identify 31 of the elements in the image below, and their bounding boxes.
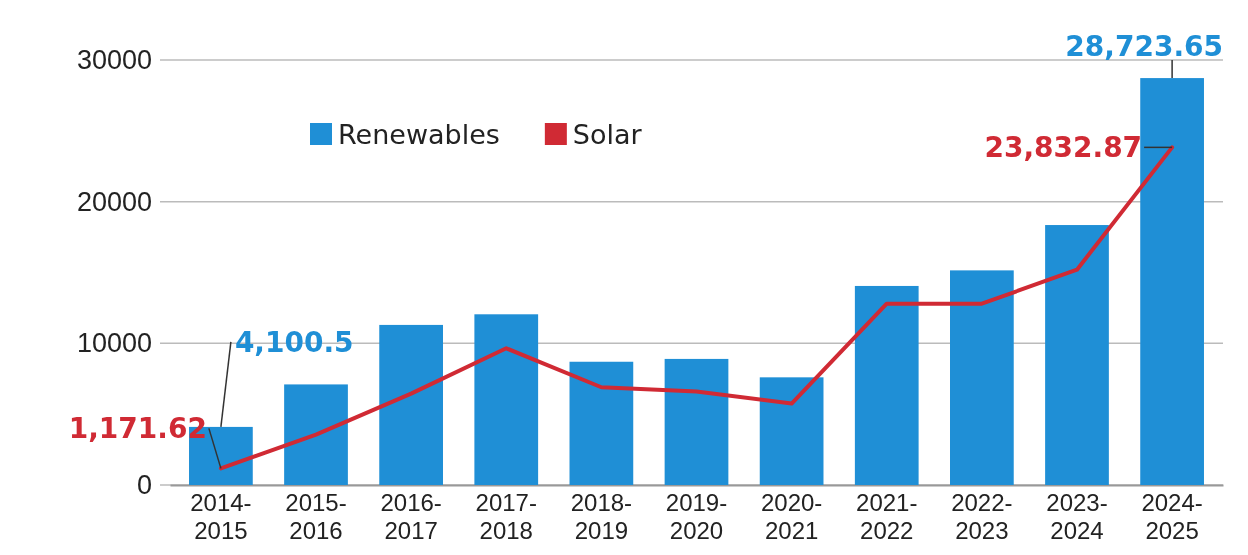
bar bbox=[1140, 78, 1204, 485]
data-label: 28,723.65 bbox=[1065, 30, 1223, 64]
bar bbox=[569, 361, 634, 485]
bar bbox=[474, 314, 539, 485]
x-tick-label: 2022- 2023 bbox=[951, 489, 1013, 544]
x-tick-label: 2020- 2021 bbox=[760, 489, 823, 544]
x-tick-label: 2014- 2015 bbox=[190, 489, 252, 544]
legend-label: Renewables bbox=[338, 119, 500, 150]
data-label: 23,832.87 bbox=[984, 131, 1143, 165]
x-tick-label: 2019- 2020 bbox=[665, 489, 728, 544]
x-tick-label: 2023- 2024 bbox=[1046, 489, 1108, 544]
legend-label: Solar bbox=[572, 119, 643, 150]
x-tick-label: 2016- 2017 bbox=[380, 489, 442, 544]
y-tick-label: 30000 bbox=[76, 45, 152, 76]
y-tick-label: 10000 bbox=[76, 328, 152, 359]
bar bbox=[284, 384, 348, 485]
bar bbox=[379, 324, 443, 485]
bar bbox=[854, 285, 919, 485]
y-tick-label: 20000 bbox=[76, 186, 152, 217]
x-tick-label: 2024- 2025 bbox=[1141, 489, 1203, 544]
bar bbox=[759, 377, 824, 485]
y-tick-label: 0 bbox=[136, 470, 152, 501]
bar bbox=[664, 358, 729, 485]
data-label: 4,100.5 bbox=[234, 325, 354, 359]
x-tick-label: 2017- 2018 bbox=[475, 489, 537, 544]
x-tick-label: 2018- 2019 bbox=[570, 489, 633, 544]
data-label: 1,171.62 bbox=[68, 412, 207, 446]
bar bbox=[950, 270, 1014, 485]
bar bbox=[1045, 225, 1109, 485]
x-tick-label: 2015- 2016 bbox=[285, 489, 347, 544]
x-tick-label: 2021- 2022 bbox=[856, 489, 918, 544]
